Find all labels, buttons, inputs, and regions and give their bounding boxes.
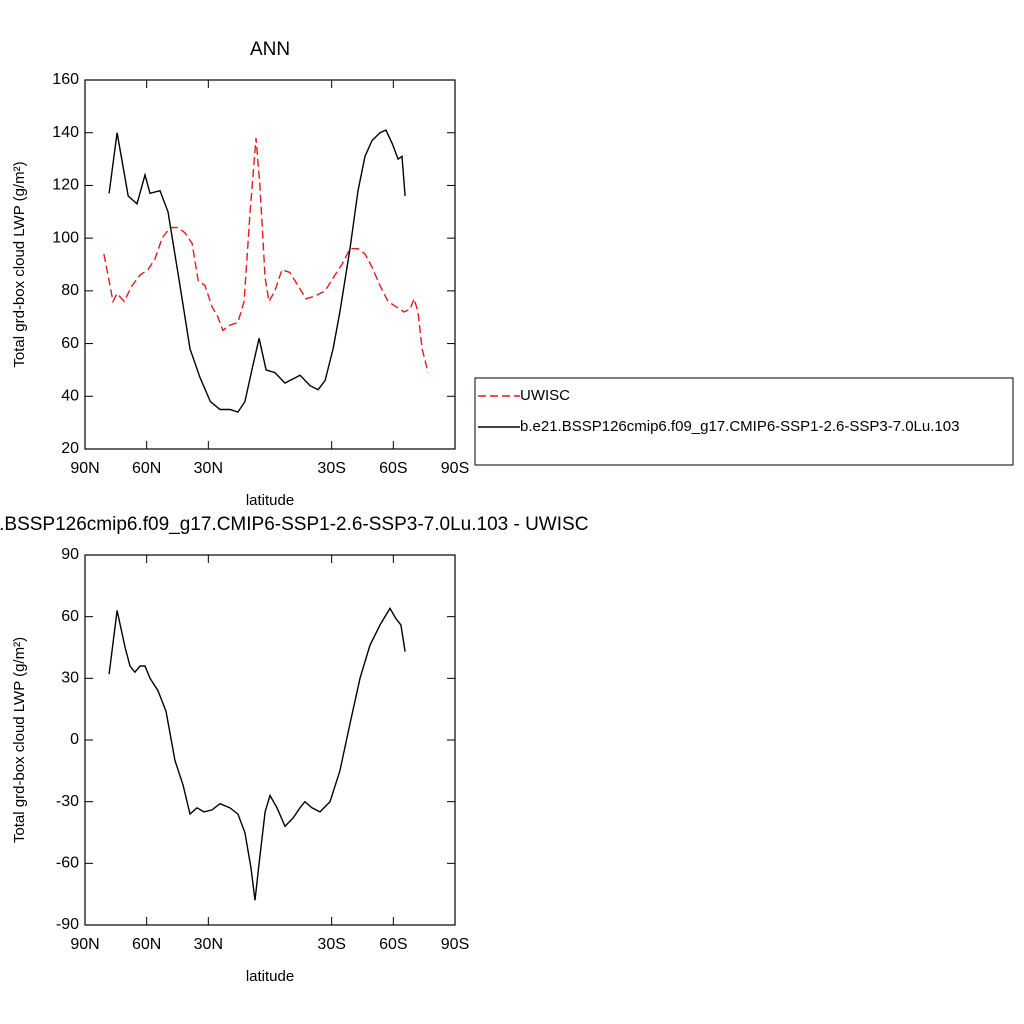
x-tick-label: 60S — [379, 936, 407, 953]
legend-box — [474, 377, 1014, 466]
x-axis-label: latitude — [246, 968, 294, 985]
plot: ANN latitude Total grd-box cloud LWP (g/m²… — [11, 39, 1014, 509]
legend-label: b.e21.BSSP126cmip6.f09_g17.CMIP6-SSP1-2.… — [520, 418, 959, 435]
data-line — [108, 607, 406, 901]
plot-frame — [84, 79, 456, 450]
y-tick-label: 100 — [52, 229, 79, 246]
y-tick-label: -60 — [56, 855, 79, 872]
y-tick-label: 80 — [61, 282, 79, 299]
chart-title: ANN — [250, 39, 290, 60]
x-tick-label: 60N — [132, 936, 161, 953]
y-axis-label: Total grd-box cloud LWP (g/m²) — [11, 161, 28, 367]
x-tick-label: 60S — [379, 460, 407, 477]
y-tick-label: 30 — [61, 670, 79, 687]
y-tick-label: 60 — [61, 335, 79, 352]
legend: UWISC b.e21.BSSP126cmip6.f09_g17.CMIP6-SS… — [474, 377, 1014, 466]
y-axis-label: Total grd-box cloud LWP (g/m²) — [11, 637, 28, 843]
x-tick-label: 90N — [70, 460, 99, 477]
y-tick-label: 120 — [52, 177, 79, 194]
x-tick-label: 30N — [194, 460, 223, 477]
chart-title: b.e21.BSSP126cmip6.f09_g17.CMIP6-SSP1-2.… — [0, 514, 588, 535]
plot-frame — [84, 554, 456, 926]
y-tick-label: 60 — [61, 608, 79, 625]
y-tick-label: 0 — [70, 731, 79, 748]
x-tick-label: 90S — [441, 460, 469, 477]
legend-label: UWISC — [520, 387, 570, 404]
y-tick-label: 20 — [61, 440, 79, 457]
x-tick-label: 90S — [441, 936, 469, 953]
plot: b.e21.BSSP126cmip6.f09_g17.CMIP6-SSP1-2.… — [0, 514, 588, 985]
x-axis-label: latitude — [246, 492, 294, 509]
y-tick-label: -90 — [56, 916, 79, 933]
x-tick-label: 30N — [194, 936, 223, 953]
y-tick-label: 40 — [61, 388, 79, 405]
y-tick-label: 90 — [61, 546, 79, 563]
data-line — [108, 129, 406, 413]
x-tick-label: 60N — [132, 460, 161, 477]
y-tick-label: -30 — [56, 793, 79, 810]
x-tick-label: 90N — [70, 936, 99, 953]
y-tick-label: 140 — [52, 124, 79, 141]
data-line — [103, 137, 429, 373]
x-tick-label: 30S — [317, 460, 345, 477]
y-tick-label: 160 — [52, 71, 79, 88]
x-tick-label: 30S — [317, 936, 345, 953]
